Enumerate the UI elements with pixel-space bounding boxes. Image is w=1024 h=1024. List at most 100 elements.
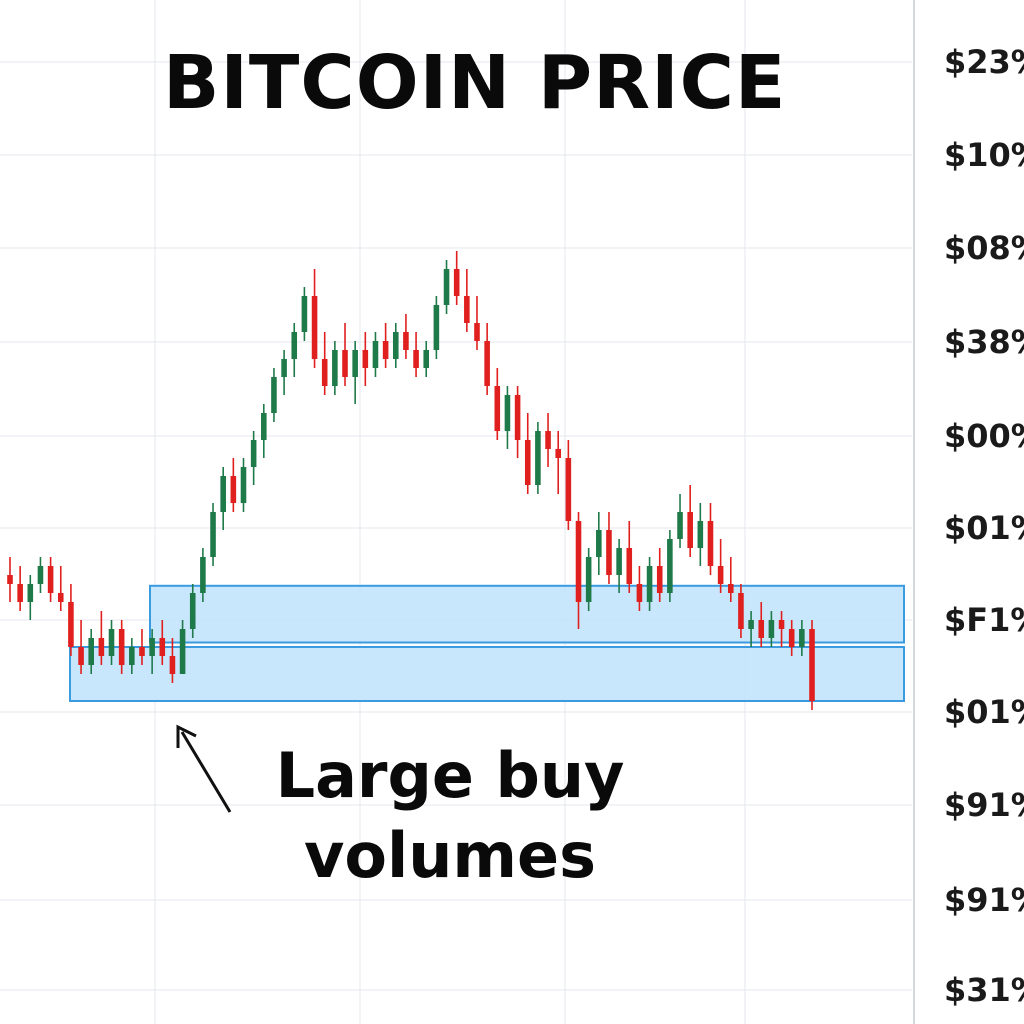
candle-body: [230, 476, 237, 503]
candle-body: [677, 512, 683, 539]
candle: [687, 485, 693, 557]
candle-body: [27, 584, 34, 602]
candle: [707, 503, 714, 575]
y-tick-label: $91%: [944, 789, 1024, 821]
y-tick-label: $23%: [944, 46, 1024, 78]
candle-body: [788, 629, 795, 647]
candle: [464, 269, 470, 332]
candle: [7, 557, 13, 602]
candle-body: [159, 638, 166, 656]
candle-body: [210, 512, 216, 557]
candle-body: [88, 638, 95, 665]
candle: [433, 296, 440, 359]
candle-body: [169, 656, 176, 674]
annotation-arrow: [176, 724, 232, 813]
candle-body: [179, 629, 186, 674]
candle: [88, 629, 95, 674]
candle: [68, 584, 74, 656]
candle-body: [118, 629, 125, 665]
candle-body: [423, 350, 430, 368]
candle-body: [535, 431, 541, 485]
candle-body: [707, 521, 714, 566]
annotation-label: Large buy volumes: [255, 736, 645, 896]
candle: [27, 575, 34, 620]
candle: [189, 584, 196, 638]
chart-grid: [0, 0, 915, 1024]
candle: [758, 602, 765, 647]
candle-body: [687, 512, 693, 548]
candle: [575, 512, 582, 629]
candle-body: [261, 413, 267, 440]
candle: [535, 422, 541, 494]
candle-body: [413, 350, 419, 368]
candle-body: [717, 566, 724, 584]
candle: [616, 539, 622, 593]
candle: [585, 548, 592, 611]
candle: [362, 332, 369, 386]
candle: [656, 548, 663, 602]
candle-body: [433, 305, 440, 350]
candle-body: [78, 647, 84, 665]
candle: [240, 458, 247, 512]
candle: [748, 611, 754, 647]
candle-body: [474, 323, 480, 341]
candle: [667, 530, 673, 602]
candle: [118, 620, 125, 674]
candle: [738, 584, 744, 638]
candle: [230, 458, 237, 512]
candle-body: [7, 575, 13, 584]
candle-body: [281, 359, 287, 377]
candle-body: [108, 629, 115, 656]
candle: [778, 611, 785, 647]
candle: [200, 548, 206, 602]
candle-body: [799, 629, 805, 647]
candle-body: [727, 584, 734, 593]
candle-body: [362, 350, 369, 368]
candle-body: [403, 332, 409, 350]
candle: [139, 629, 145, 665]
candle: [17, 566, 23, 611]
candle: [443, 260, 450, 314]
candle: [291, 323, 298, 377]
candle: [809, 620, 815, 710]
candle: [149, 629, 155, 674]
candle-body: [575, 521, 582, 602]
candle-body: [748, 620, 754, 629]
candle: [179, 620, 186, 674]
candle-body: [809, 629, 815, 701]
y-tick-label: $08%: [944, 232, 1024, 264]
candle: [474, 296, 480, 350]
y-tick-label: $10%: [944, 139, 1024, 171]
candle: [108, 620, 115, 665]
candle-body: [271, 377, 277, 413]
y-tick-label: $91%: [944, 884, 1024, 916]
candle: [626, 521, 633, 593]
candle: [514, 386, 521, 458]
candle-body: [311, 296, 318, 359]
candle-body: [47, 566, 54, 593]
candle-body: [342, 350, 348, 377]
candle: [220, 467, 226, 530]
candle: [98, 611, 105, 665]
candle-body: [220, 476, 226, 512]
candle-body: [606, 530, 612, 575]
candle-body: [139, 647, 145, 656]
candle: [697, 503, 704, 566]
candle: [403, 314, 409, 359]
candle-body: [68, 602, 74, 647]
candle-body: [57, 593, 64, 602]
candle-body: [291, 332, 298, 359]
candle-body: [656, 566, 663, 593]
candle: [717, 539, 724, 593]
candle-body: [382, 341, 389, 359]
candle-body: [464, 296, 470, 323]
candle: [169, 638, 176, 683]
candle: [453, 251, 460, 305]
candle: [413, 332, 419, 377]
candle-body: [697, 521, 704, 548]
candle: [636, 566, 643, 611]
y-tick-label: $01%: [944, 512, 1024, 544]
candle-body: [545, 431, 551, 449]
candle-body: [778, 620, 785, 629]
